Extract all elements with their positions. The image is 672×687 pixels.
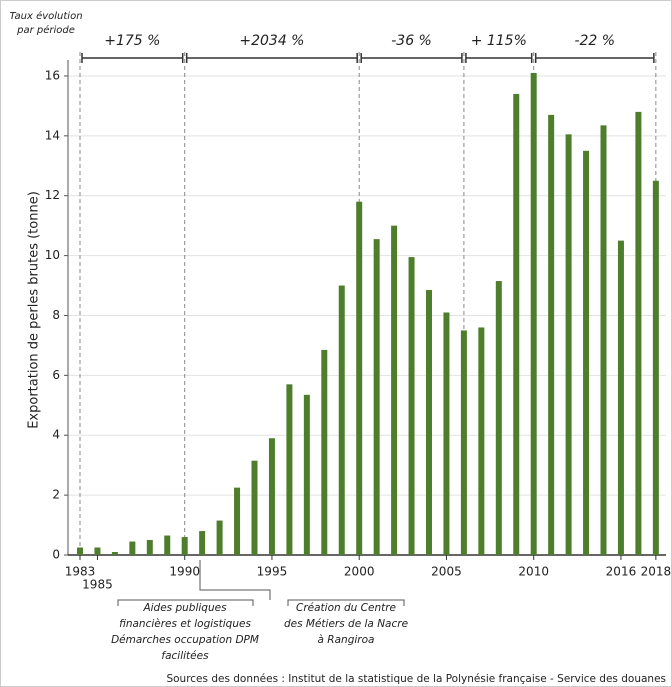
bar bbox=[77, 547, 83, 555]
period-rate: +2034 % bbox=[239, 33, 304, 49]
bar bbox=[129, 541, 136, 555]
note-bracket bbox=[117, 599, 254, 606]
y-axis-label: Exportation de perles brutes (tonne) bbox=[27, 191, 42, 429]
bar bbox=[303, 394, 310, 555]
note-connector bbox=[199, 560, 271, 600]
source: Sources des données : Institut de la sta… bbox=[166, 673, 666, 685]
note: à Rangiroa bbox=[318, 634, 375, 646]
x-tick-label: 1983 bbox=[65, 565, 96, 579]
x-tick-label: 2016 bbox=[606, 565, 637, 579]
bar bbox=[530, 72, 537, 555]
note: facilitées bbox=[161, 650, 209, 662]
rate-heading: Taux évolution bbox=[9, 10, 82, 22]
note: Aides publiques bbox=[142, 602, 227, 614]
y-tick-label: 14 bbox=[45, 128, 60, 142]
period-rate: -36 % bbox=[391, 33, 432, 49]
bar bbox=[164, 535, 171, 555]
bar bbox=[565, 134, 572, 556]
bar bbox=[600, 125, 607, 555]
x-tick-label: 2000 bbox=[344, 565, 375, 579]
x-tick-label: 1985 bbox=[82, 578, 113, 592]
x-tick-label: 2010 bbox=[518, 565, 549, 579]
bar bbox=[460, 330, 467, 555]
rate-heading: par période bbox=[16, 24, 75, 36]
y-tick-label: 6 bbox=[52, 368, 60, 382]
bar bbox=[216, 520, 223, 555]
x-tick-label: 2005 bbox=[431, 565, 462, 579]
y-tick-label: 2 bbox=[52, 488, 60, 502]
bar bbox=[495, 281, 502, 555]
bar bbox=[391, 225, 398, 555]
bar bbox=[583, 150, 590, 555]
y-tick-label: 0 bbox=[52, 548, 60, 562]
note: Création du Centre bbox=[296, 602, 396, 614]
bar bbox=[111, 552, 118, 555]
y-tick-label: 12 bbox=[45, 188, 60, 202]
note-bracket bbox=[287, 599, 405, 606]
bar bbox=[321, 349, 328, 555]
bar bbox=[234, 487, 241, 555]
bar bbox=[443, 312, 450, 555]
y-tick-label: 4 bbox=[52, 428, 60, 442]
bar bbox=[548, 114, 555, 555]
bar bbox=[286, 384, 293, 555]
bar bbox=[652, 180, 659, 555]
y-tick-label: 8 bbox=[52, 308, 60, 322]
x-tick-label: 1990 bbox=[169, 565, 200, 579]
bar bbox=[426, 290, 432, 555]
bar bbox=[356, 201, 363, 555]
x-tick-label: 2018 bbox=[641, 565, 672, 579]
bar bbox=[181, 537, 188, 555]
bar bbox=[408, 257, 415, 555]
y-tick-label: 10 bbox=[45, 248, 60, 262]
bar bbox=[478, 327, 485, 555]
bar bbox=[635, 111, 642, 555]
bar bbox=[513, 93, 520, 556]
note: financières et logistiques bbox=[119, 618, 251, 630]
bar bbox=[268, 438, 275, 555]
bar bbox=[251, 460, 258, 555]
bar bbox=[338, 285, 345, 555]
bar bbox=[94, 547, 101, 555]
y-tick-label: 16 bbox=[45, 68, 60, 82]
bar bbox=[617, 240, 624, 556]
bar bbox=[373, 239, 380, 556]
x-tick-label: 1995 bbox=[257, 565, 288, 579]
period-rate: -22 % bbox=[574, 33, 615, 49]
note: Démarches occupation DPM bbox=[111, 634, 259, 646]
period-rate: + 115% bbox=[471, 33, 527, 49]
bar bbox=[146, 540, 153, 555]
note: des Métiers de la Nacre bbox=[284, 618, 408, 630]
period-rate: +175 % bbox=[104, 33, 160, 49]
bar bbox=[199, 531, 206, 555]
